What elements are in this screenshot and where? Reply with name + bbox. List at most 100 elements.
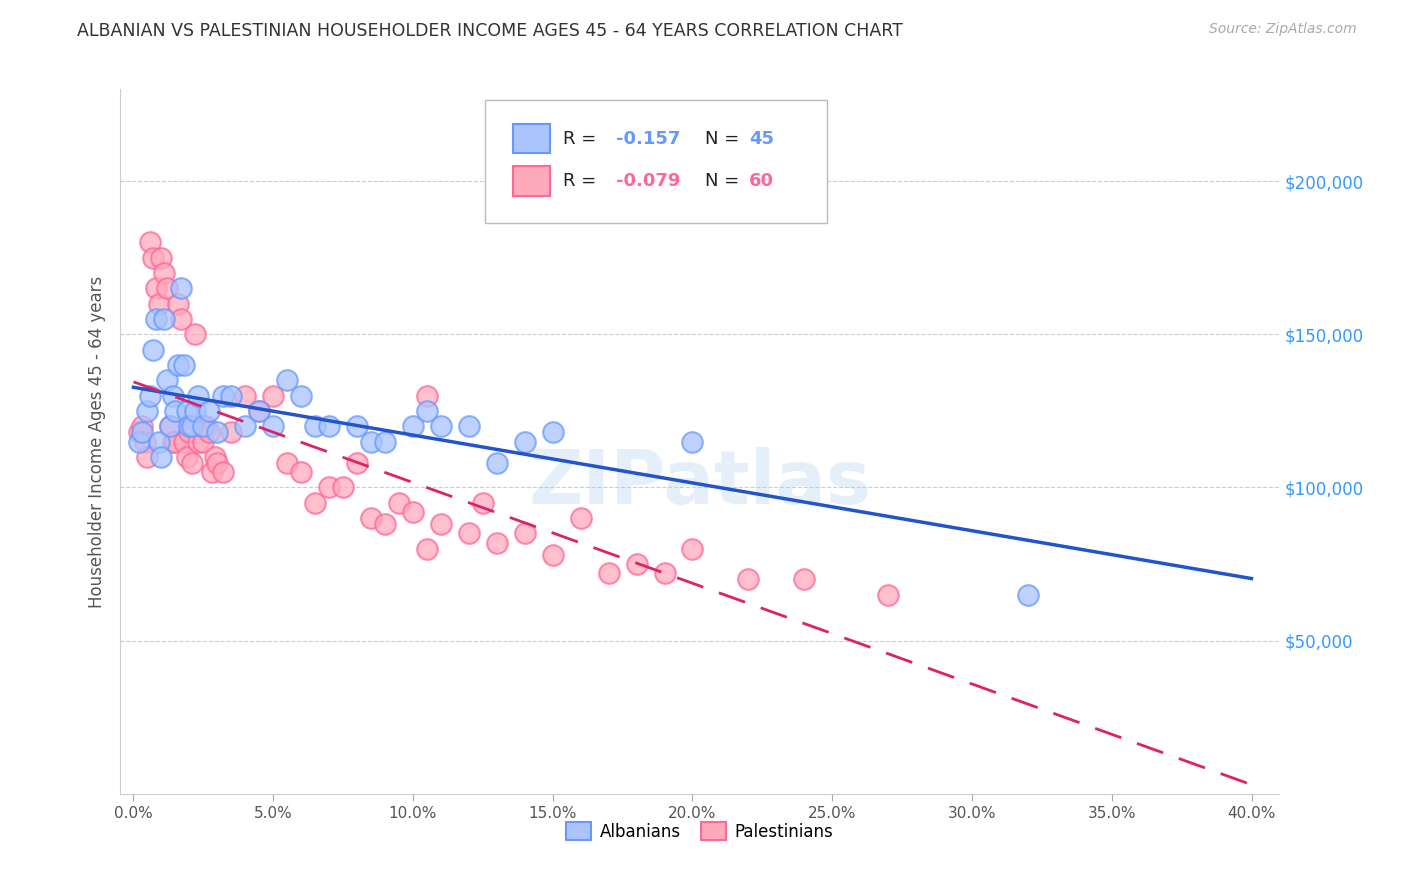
Point <box>682 434 704 449</box>
Point <box>654 566 676 581</box>
Point <box>793 573 815 587</box>
Point <box>131 425 153 440</box>
Point <box>402 505 425 519</box>
Point <box>150 251 173 265</box>
Point <box>247 404 270 418</box>
Text: ZIPatlas: ZIPatlas <box>529 447 870 520</box>
Point <box>457 419 479 434</box>
Point <box>142 251 165 265</box>
Point <box>221 425 243 440</box>
Point <box>737 573 759 587</box>
Point <box>1017 588 1039 602</box>
Point <box>598 566 620 581</box>
Point <box>139 235 162 250</box>
Point <box>262 419 284 434</box>
Point <box>457 526 479 541</box>
Point <box>360 434 382 449</box>
Point <box>332 481 354 495</box>
Point <box>184 327 207 342</box>
Point <box>136 450 159 464</box>
Text: -0.079: -0.079 <box>616 172 681 190</box>
Text: 60: 60 <box>749 172 775 190</box>
Point <box>374 434 396 449</box>
Point <box>304 419 326 434</box>
Point <box>145 312 167 326</box>
Point <box>541 425 564 440</box>
Point <box>153 312 176 326</box>
Point <box>173 358 195 372</box>
Point <box>233 388 256 402</box>
Point <box>159 419 181 434</box>
Point <box>262 388 284 402</box>
Point <box>187 388 209 402</box>
Point <box>416 541 439 556</box>
Point <box>162 434 184 449</box>
Point <box>128 434 150 449</box>
Point <box>131 419 153 434</box>
Point <box>145 281 167 295</box>
Point <box>290 388 312 402</box>
Point <box>184 404 207 418</box>
Point <box>170 312 193 326</box>
Point <box>139 388 162 402</box>
Point <box>195 419 218 434</box>
Point <box>193 434 215 449</box>
Point <box>247 404 270 418</box>
Point <box>162 388 184 402</box>
Point <box>388 496 411 510</box>
Point <box>541 548 564 562</box>
Point <box>190 419 212 434</box>
Point <box>276 456 298 470</box>
Point <box>626 557 648 571</box>
Point <box>181 456 204 470</box>
Point <box>198 425 221 440</box>
Point <box>167 358 190 372</box>
Point <box>159 419 181 434</box>
Point <box>682 541 704 556</box>
Point <box>513 526 536 541</box>
Point <box>212 465 235 479</box>
Point <box>276 373 298 387</box>
Point <box>233 419 256 434</box>
Point <box>360 511 382 525</box>
FancyBboxPatch shape <box>485 100 827 223</box>
Point <box>416 404 439 418</box>
Point <box>128 425 150 440</box>
Point <box>430 419 453 434</box>
Text: -0.157: -0.157 <box>616 129 681 147</box>
Text: N =: N = <box>706 172 745 190</box>
Point <box>430 517 453 532</box>
Point <box>513 434 536 449</box>
Point <box>569 511 592 525</box>
Point <box>207 456 229 470</box>
Legend: Albanians, Palestinians: Albanians, Palestinians <box>558 814 841 849</box>
Text: 45: 45 <box>749 129 775 147</box>
Point <box>148 434 170 449</box>
Point <box>304 496 326 510</box>
Point <box>170 281 193 295</box>
Point <box>176 404 198 418</box>
Point <box>134 434 156 449</box>
Text: ALBANIAN VS PALESTINIAN HOUSEHOLDER INCOME AGES 45 - 64 YEARS CORRELATION CHART: ALBANIAN VS PALESTINIAN HOUSEHOLDER INCO… <box>77 22 903 40</box>
Point <box>142 343 165 357</box>
Point <box>153 266 176 280</box>
Point <box>179 425 201 440</box>
Text: Source: ZipAtlas.com: Source: ZipAtlas.com <box>1209 22 1357 37</box>
Point <box>485 456 508 470</box>
Point <box>181 419 204 434</box>
Point <box>318 481 340 495</box>
Point <box>148 296 170 310</box>
Point <box>176 450 198 464</box>
Point <box>198 404 221 418</box>
FancyBboxPatch shape <box>513 124 550 153</box>
Point <box>165 404 187 418</box>
Point <box>877 588 900 602</box>
Point <box>207 425 229 440</box>
Point <box>402 419 425 434</box>
Point <box>485 535 508 549</box>
Point <box>201 465 224 479</box>
Point <box>187 434 209 449</box>
Y-axis label: Householder Income Ages 45 - 64 years: Householder Income Ages 45 - 64 years <box>87 276 105 607</box>
Point <box>165 434 187 449</box>
Point <box>173 434 195 449</box>
